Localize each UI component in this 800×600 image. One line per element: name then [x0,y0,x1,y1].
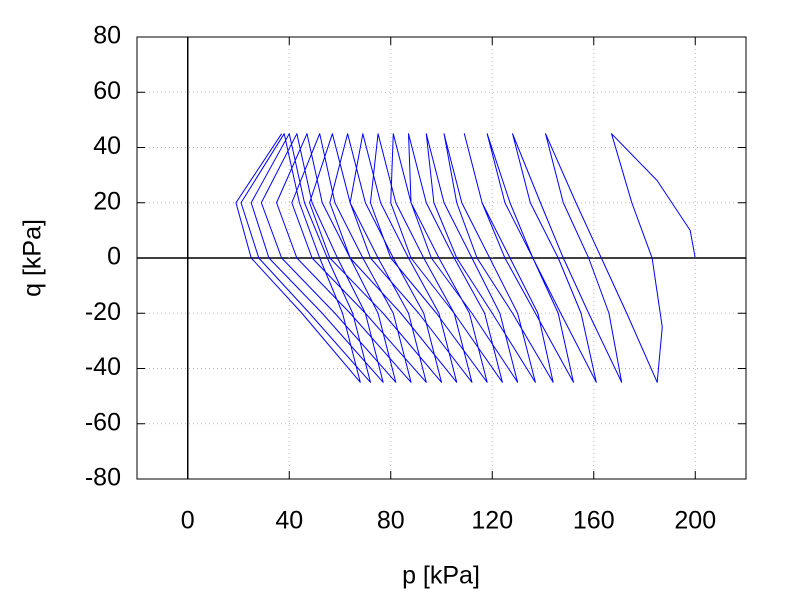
plot-frame [136,36,747,480]
y-tick-label: 40 [93,132,121,160]
x-tick-label: 0 [181,507,195,535]
y-tick-label: 0 [107,243,121,271]
y-tick-label: -60 [85,408,121,436]
x-axis-label: p [kPa] [402,562,480,590]
x-tick-label: 40 [275,507,303,535]
y-tick-label: -20 [85,298,121,326]
x-tick-label: 80 [377,507,405,535]
stress-path [235,133,696,383]
y-tick-label: -40 [85,353,121,381]
x-tick-label: 120 [471,507,513,535]
x-tick-label: 160 [573,507,615,535]
y-axis-label: q [kPa] [19,219,47,297]
y-tick-label: 60 [93,77,121,105]
x-tick-label: 200 [674,507,716,535]
y-tick-label: 20 [93,187,121,215]
y-tick-label: -80 [85,464,121,492]
y-tick-label: 80 [93,22,121,50]
